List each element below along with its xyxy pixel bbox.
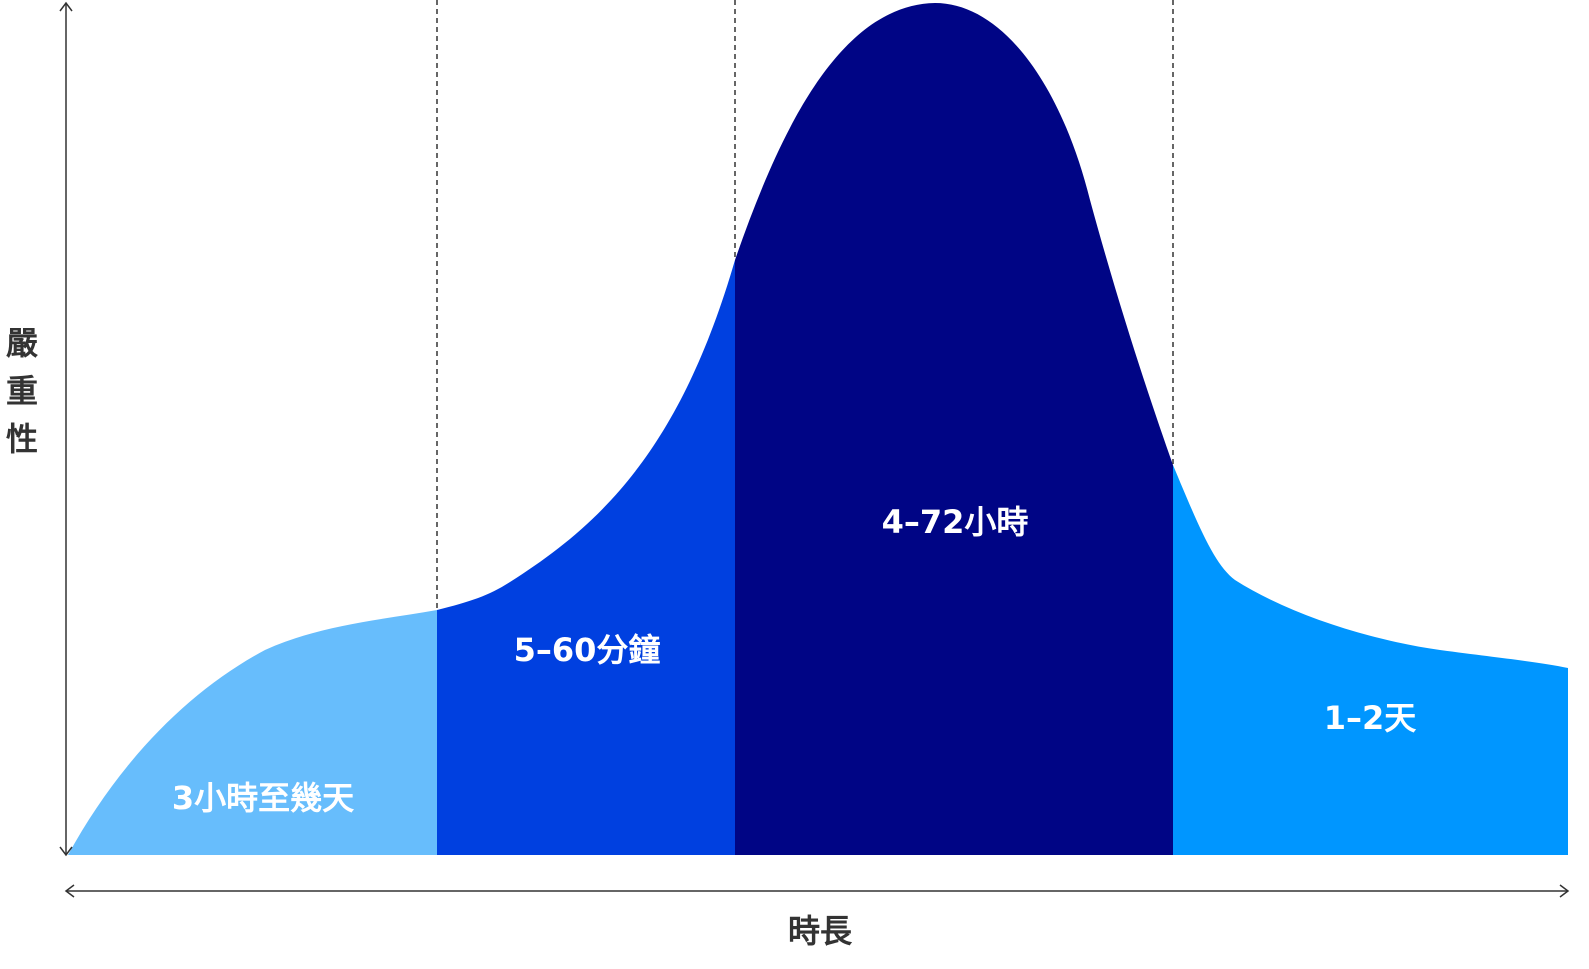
axes — [59, 1, 1570, 898]
x-axis-label: 時長 — [788, 912, 853, 950]
region-label: 1–2天 — [1324, 699, 1417, 737]
arrow — [59, 846, 73, 857]
region-label: 3小時至幾天 — [172, 779, 354, 817]
arrow — [1559, 884, 1570, 898]
dividers — [436, 0, 1174, 610]
y-axis-label: 嚴重性 — [1, 326, 39, 470]
region-label: 5–60分鐘 — [514, 631, 661, 669]
arrow — [64, 884, 75, 898]
arrow — [59, 1, 73, 12]
region-label: 4–72小時 — [882, 503, 1029, 541]
